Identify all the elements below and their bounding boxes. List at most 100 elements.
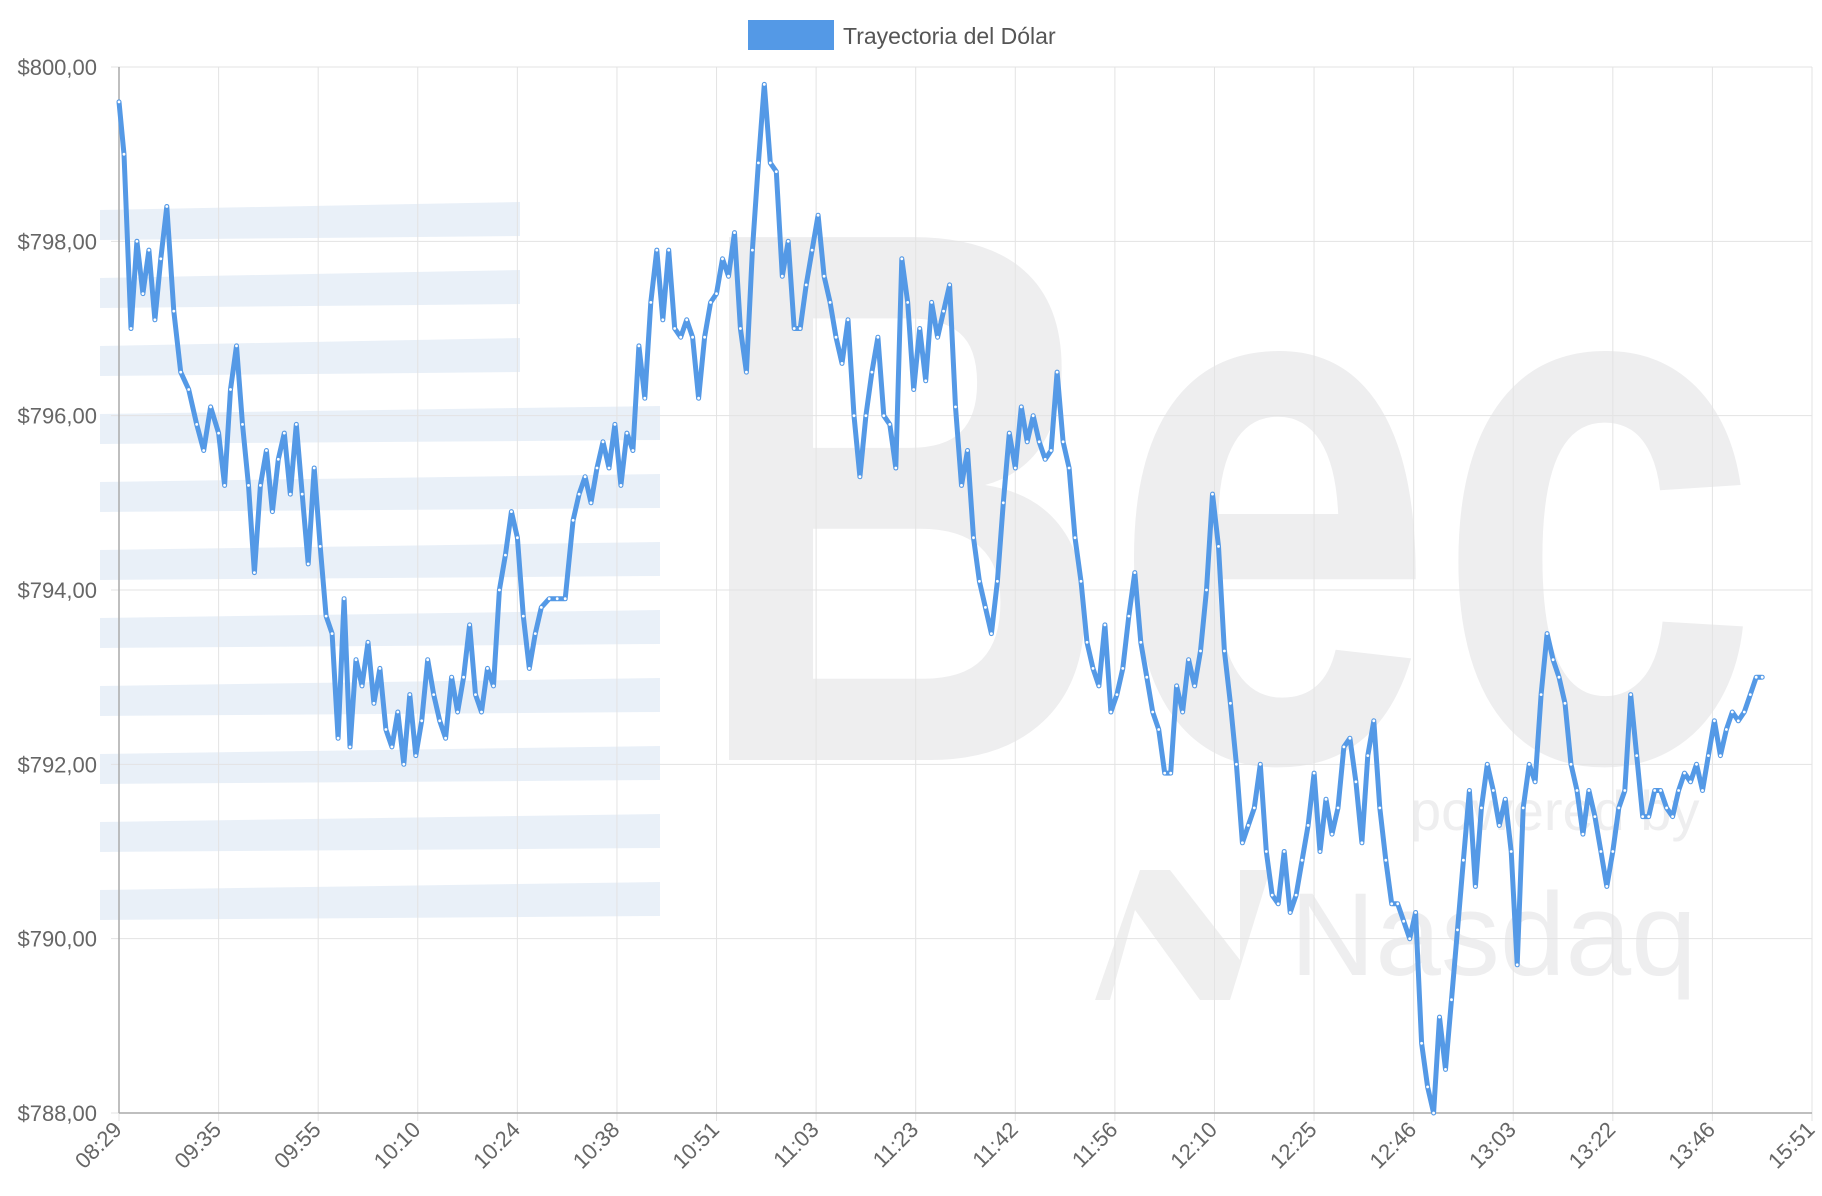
- data-point[interactable]: [378, 667, 382, 670]
- data-point[interactable]: [1503, 797, 1507, 801]
- data-point[interactable]: [1677, 789, 1680, 792]
- data-point[interactable]: [1629, 693, 1633, 696]
- data-point[interactable]: [555, 597, 559, 601]
- data-point[interactable]: [300, 492, 304, 496]
- data-point[interactable]: [1742, 710, 1746, 714]
- data-point[interactable]: [1438, 1015, 1441, 1019]
- data-point[interactable]: [247, 484, 250, 487]
- data-point[interactable]: [882, 414, 886, 418]
- data-point[interactable]: [888, 423, 892, 426]
- data-point[interactable]: [1563, 701, 1567, 705]
- data-point[interactable]: [172, 309, 176, 313]
- data-point[interactable]: [276, 457, 280, 461]
- data-point[interactable]: [1241, 841, 1244, 845]
- data-point[interactable]: [1205, 588, 1208, 592]
- data-point[interactable]: [492, 684, 495, 688]
- data-point[interactable]: [1462, 858, 1465, 862]
- data-point[interactable]: [1330, 832, 1334, 836]
- data-point[interactable]: [1067, 466, 1071, 470]
- data-point[interactable]: [122, 152, 126, 156]
- data-point[interactable]: [1007, 431, 1011, 435]
- data-point[interactable]: [1121, 667, 1125, 670]
- data-point[interactable]: [1037, 440, 1041, 444]
- data-point[interactable]: [533, 632, 537, 635]
- data-point[interactable]: [402, 762, 406, 766]
- data-point[interactable]: [521, 614, 525, 618]
- data-point[interactable]: [1450, 998, 1453, 1002]
- data-point[interactable]: [1199, 649, 1202, 653]
- data-point[interactable]: [1193, 684, 1196, 688]
- data-point[interactable]: [1073, 536, 1077, 540]
- data-point[interactable]: [984, 606, 987, 609]
- data-point[interactable]: [1635, 754, 1639, 757]
- data-point[interactable]: [870, 370, 874, 374]
- data-point[interactable]: [661, 318, 665, 322]
- data-point[interactable]: [643, 396, 647, 400]
- data-point[interactable]: [900, 257, 904, 261]
- data-point[interactable]: [366, 640, 370, 644]
- data-point[interactable]: [876, 335, 880, 339]
- data-point[interactable]: [595, 466, 599, 470]
- data-point[interactable]: [679, 335, 683, 339]
- data-point[interactable]: [1181, 710, 1184, 714]
- data-point[interactable]: [625, 431, 629, 435]
- data-point[interactable]: [195, 423, 199, 426]
- data-point[interactable]: [1288, 911, 1292, 914]
- data-point[interactable]: [1211, 492, 1214, 496]
- data-point[interactable]: [637, 344, 641, 348]
- data-point[interactable]: [1145, 675, 1149, 679]
- data-point[interactable]: [1575, 789, 1579, 792]
- data-point[interactable]: [1252, 806, 1256, 810]
- data-point[interactable]: [1025, 440, 1029, 444]
- legend[interactable]: Trayectoria del Dólar: [748, 20, 1056, 50]
- data-point[interactable]: [153, 318, 157, 322]
- data-point[interactable]: [241, 423, 244, 426]
- data-point[interactable]: [936, 335, 939, 339]
- data-point[interactable]: [330, 632, 334, 635]
- data-point[interactable]: [1509, 850, 1513, 853]
- data-point[interactable]: [954, 405, 957, 409]
- data-point[interactable]: [141, 292, 145, 295]
- data-point[interactable]: [906, 301, 910, 304]
- data-point[interactable]: [667, 248, 671, 252]
- data-point[interactable]: [1497, 824, 1501, 827]
- data-point[interactable]: [1366, 754, 1370, 757]
- data-point[interactable]: [924, 379, 928, 383]
- data-point[interactable]: [147, 248, 151, 252]
- data-point[interactable]: [1683, 771, 1686, 775]
- data-point[interactable]: [179, 370, 183, 374]
- data-point[interactable]: [547, 597, 551, 601]
- data-point[interactable]: [1485, 762, 1489, 766]
- data-point[interactable]: [1336, 806, 1340, 810]
- data-point[interactable]: [864, 414, 868, 418]
- data-point[interactable]: [1515, 963, 1519, 967]
- data-point[interactable]: [1091, 667, 1095, 670]
- data-point[interactable]: [306, 562, 310, 566]
- data-point[interactable]: [282, 431, 286, 435]
- data-point[interactable]: [1127, 614, 1131, 618]
- data-point[interactable]: [259, 484, 262, 487]
- data-point[interactable]: [1587, 789, 1591, 792]
- data-point[interactable]: [1653, 789, 1657, 792]
- data-point[interactable]: [655, 248, 659, 252]
- data-point[interactable]: [715, 292, 718, 295]
- data-point[interactable]: [1402, 919, 1406, 923]
- data-point[interactable]: [1665, 806, 1668, 810]
- data-point[interactable]: [1019, 405, 1023, 409]
- data-point[interactable]: [894, 466, 898, 470]
- data-point[interactable]: [1641, 815, 1645, 818]
- data-point[interactable]: [1282, 850, 1286, 853]
- data-point[interactable]: [1378, 806, 1382, 810]
- data-point[interactable]: [456, 710, 459, 714]
- data-point[interactable]: [1468, 789, 1471, 792]
- data-point[interactable]: [1557, 675, 1561, 679]
- data-point[interactable]: [691, 335, 694, 339]
- data-point[interactable]: [527, 667, 531, 670]
- data-point[interactable]: [619, 484, 623, 487]
- data-point[interactable]: [1324, 797, 1328, 801]
- data-point[interactable]: [504, 553, 507, 557]
- data-point[interactable]: [438, 719, 442, 723]
- data-point[interactable]: [336, 736, 340, 740]
- data-point[interactable]: [1264, 850, 1268, 853]
- data-point[interactable]: [739, 327, 742, 330]
